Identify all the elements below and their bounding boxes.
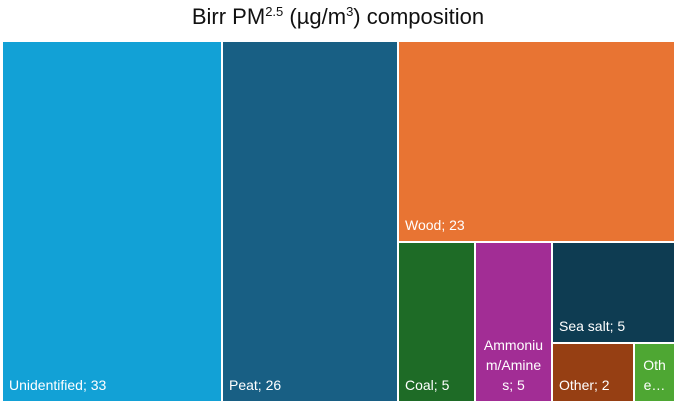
treemap-tile: Sea salt; 5 (552, 242, 675, 343)
title-unit-open: (µg/m (283, 4, 347, 29)
tile-label: Ammonium/Amines; 5 (483, 337, 544, 393)
tile-label: Other; 2 (559, 377, 610, 393)
treemap-tile: Unidentified; 33 (2, 41, 222, 402)
tile-label: Unidentified; 33 (9, 377, 107, 393)
treemap-tile: Peat; 26 (222, 41, 398, 402)
tile-label: Wood; 23 (405, 217, 465, 233)
title-suffix: ) composition (353, 4, 485, 29)
tile-label: Peat; 26 (229, 377, 282, 393)
title-prefix: Birr PM (191, 4, 266, 29)
treemap-tile: Ammonium/Amines; 5 (475, 242, 552, 402)
title-superscript: 2.5 (265, 4, 284, 19)
chart-title: Birr PM2.5 (µg/m3) composition (0, 2, 676, 32)
title-unit-superscript: 3 (346, 4, 354, 19)
tile-label: Oth e… (643, 357, 666, 393)
treemap-tile: Wood; 23 (398, 41, 675, 242)
treemap-tile: Coal; 5 (398, 242, 475, 402)
treemap-tile: Other; 2 (552, 343, 634, 402)
tile-label: Sea salt; 5 (559, 318, 626, 334)
treemap-tile: Oth e… (634, 343, 675, 402)
tile-label: Coal; 5 (405, 377, 450, 393)
